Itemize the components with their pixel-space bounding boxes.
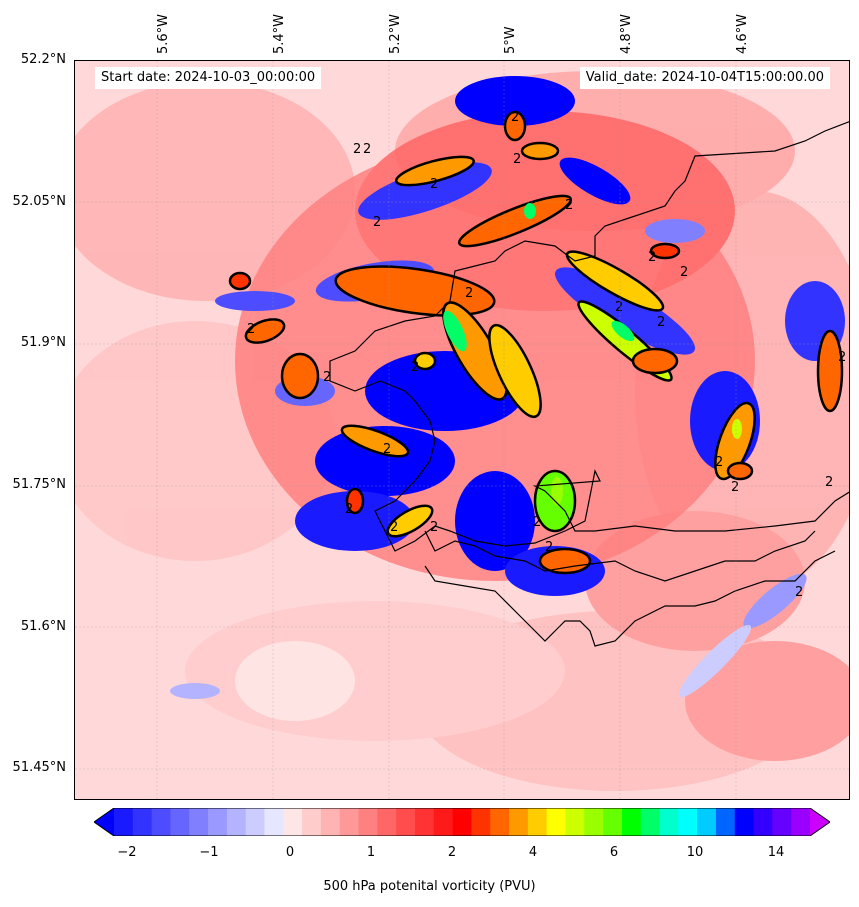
colorbar-swatch — [170, 808, 190, 836]
colorbar-tick: 0 — [285, 845, 295, 860]
contour-label-2: 2 — [411, 360, 419, 375]
colorbar-swatch — [490, 808, 510, 836]
colorbar-swatch — [396, 808, 416, 836]
colorbar-swatch — [565, 808, 585, 836]
colorbar-swatch — [640, 808, 661, 836]
contour-label-2: 2 — [795, 585, 803, 600]
lon-label-5W: 5°W — [503, 26, 518, 54]
colorbar-swatch — [339, 808, 360, 836]
contour-label-2: 2 — [247, 322, 255, 337]
contour-label-2: 2 — [353, 142, 361, 157]
lat-label-51.9: 51.9°N — [20, 335, 66, 350]
colorbar-swatch — [772, 808, 792, 836]
colorbar-swatch — [208, 808, 228, 836]
colorbar-under-triangle — [94, 808, 114, 836]
colorbar-swatch — [603, 808, 623, 836]
colorbar-swatch — [509, 808, 529, 836]
colorbar-swatch — [283, 808, 303, 836]
pv-field: 2 2 2 2 2 2 2 2 2 2 2 2 2 2 2 2 2 2 2 2 … — [75, 61, 849, 799]
colorbar-swatch — [791, 808, 811, 836]
colorbar-swatch — [264, 808, 284, 836]
lat-label-51.75: 51.75°N — [12, 477, 66, 492]
contour-label-2: 2 — [648, 250, 656, 265]
lon-label-4.8W: 4.8°W — [619, 13, 634, 54]
colorbar-swatch — [377, 808, 397, 836]
contour-label-2: 2 — [825, 475, 833, 490]
lon-label-5.2W: 5.2°W — [388, 13, 403, 54]
contour-labels: 2 2 2 2 2 2 2 2 2 2 2 2 2 2 2 2 2 2 2 2 … — [247, 110, 846, 600]
contour-label-2: 2 — [715, 455, 723, 470]
contour-label-2: 2 — [513, 152, 521, 167]
lat-label-52.05: 52.05°N — [12, 194, 66, 209]
colorbar-swatch — [697, 808, 717, 836]
contour-label-2: 2 — [390, 520, 398, 535]
colorbar-swatch — [678, 808, 698, 836]
colorbar-swatch — [302, 808, 322, 836]
colorbar-tick: 2 — [447, 845, 457, 860]
colorbar-swatch — [753, 808, 773, 836]
contour-label-2: 2 — [511, 110, 519, 125]
lon-label-5.6W: 5.6°W — [156, 13, 171, 54]
colorbar-swatch — [433, 808, 454, 836]
contour-label-2: 2 — [545, 540, 553, 555]
map-plot-area: 2 2 2 2 2 2 2 2 2 2 2 2 2 2 2 2 2 2 2 2 … — [74, 60, 850, 800]
colorbar-swatch — [132, 808, 153, 836]
contour-label-2: 2 — [345, 502, 353, 517]
colorbar — [94, 808, 830, 836]
colorbar-swatch — [151, 808, 171, 836]
lat-label-51.45: 51.45°N — [12, 760, 66, 775]
colorbar-swatch — [659, 808, 679, 836]
graticule — [75, 61, 849, 799]
contour-label-2: 2 — [430, 520, 438, 535]
colorbar-swatch — [414, 808, 435, 836]
lat-label-52.2: 52.2°N — [20, 52, 66, 67]
high-pv-features — [228, 110, 844, 575]
contour-label-2: 2 — [565, 198, 573, 213]
contour-label-2: 2 — [383, 442, 391, 457]
colorbar-swatch — [471, 808, 491, 836]
contour-label-2: 2 — [533, 515, 541, 530]
colorbar-swatch — [527, 808, 548, 836]
colorbar-label: 500 hPa potenital vorticity (PVU) — [323, 879, 536, 894]
start-date-label: Start date: 2024-10-03_00:00:00 — [95, 67, 322, 89]
colorbar-swatch — [358, 808, 378, 836]
lon-label-5.4W: 5.4°W — [272, 13, 287, 54]
contour-label-2: 2 — [373, 215, 381, 230]
contour-label-2: 2 — [838, 350, 846, 365]
contour-label-2: 2 — [731, 480, 739, 495]
colorbar-tick: 10 — [686, 845, 704, 860]
lat-label-51.6: 51.6°N — [20, 619, 66, 634]
colorbar-swatch — [452, 808, 472, 836]
colorbar-swatch — [584, 808, 604, 836]
colorbar-swatch — [245, 808, 265, 836]
colorbar-swatch — [621, 808, 642, 836]
coastline — [329, 121, 849, 552]
colorbar-swatch — [189, 808, 209, 836]
colorbar-swatch — [226, 808, 247, 836]
contour-label-2: 2 — [657, 315, 665, 330]
colorbar-swatch — [546, 808, 566, 836]
colorbar-over-triangle — [810, 808, 830, 836]
colorbar-swatch — [734, 808, 755, 836]
contour-label-2: 2 — [363, 142, 371, 157]
colorbar-tick: −1 — [199, 845, 219, 860]
colorbar-tick: 4 — [528, 845, 538, 860]
contour-label-2: 2 — [615, 300, 623, 315]
coastline-south — [424, 530, 836, 647]
colorbar-swatch — [715, 808, 736, 836]
contour-label-2: 2 — [680, 265, 688, 280]
colorbar-tick: −2 — [117, 845, 137, 860]
contour-label-2: 2 — [465, 286, 473, 301]
colorbar-swatch — [320, 808, 341, 836]
lon-label-4.6W: 4.6°W — [735, 13, 750, 54]
valid-date-label: Valid_date: 2024-10-04T15:00:00.00 — [579, 67, 830, 89]
colorbar-tick: 14 — [767, 845, 785, 860]
contour-label-2: 2 — [323, 370, 331, 385]
contour-label-2: 2 — [430, 177, 438, 192]
colorbar-swatch — [114, 808, 134, 836]
colorbar-tick: 6 — [609, 845, 619, 860]
colorbar-tick: 1 — [366, 845, 376, 860]
